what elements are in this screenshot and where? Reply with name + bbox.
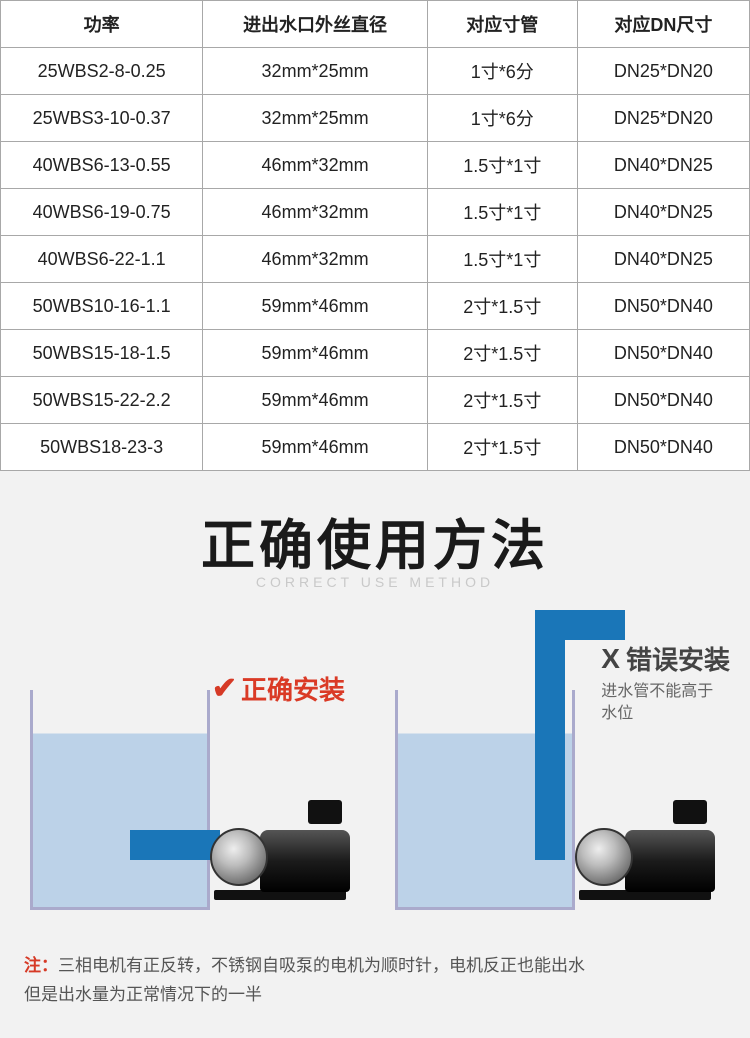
spec-table: 功率 进出水口外丝直径 对应寸管 对应DN尺寸 25WBS2-8-0.2532m… bbox=[0, 0, 750, 471]
pump-impeller-housing bbox=[575, 828, 633, 886]
table-row: 50WBS15-22-2.259mm*46mm2寸*1.5寸DN50*DN40 bbox=[1, 377, 750, 424]
note-label: 注： bbox=[24, 956, 58, 975]
table-cell: DN50*DN40 bbox=[577, 283, 749, 330]
pump-illustration bbox=[210, 810, 350, 900]
table-row: 40WBS6-13-0.5546mm*32mm1.5寸*1寸DN40*DN25 bbox=[1, 142, 750, 189]
table-cell: 1.5寸*1寸 bbox=[427, 142, 577, 189]
table-cell: 59mm*46mm bbox=[203, 377, 428, 424]
table-cell: 50WBS15-22-2.2 bbox=[1, 377, 203, 424]
table-cell: 2寸*1.5寸 bbox=[427, 424, 577, 471]
table-cell: 46mm*32mm bbox=[203, 236, 428, 283]
correct-caption: ✔ 正确安装 bbox=[212, 670, 345, 707]
col-header: 功率 bbox=[1, 1, 203, 48]
table-cell: 40WBS6-13-0.55 bbox=[1, 142, 203, 189]
table-cell: 25WBS3-10-0.37 bbox=[1, 95, 203, 142]
pump-junction-box bbox=[308, 800, 342, 824]
table-header-row: 功率 进出水口外丝直径 对应寸管 对应DN尺寸 bbox=[1, 1, 750, 48]
diagram-correct: ✔ 正确安装 bbox=[20, 630, 365, 910]
table-cell: 46mm*32mm bbox=[203, 189, 428, 236]
col-header: 对应DN尺寸 bbox=[577, 1, 749, 48]
table-row: 40WBS6-19-0.7546mm*32mm1.5寸*1寸DN40*DN25 bbox=[1, 189, 750, 236]
check-icon: ✔ bbox=[212, 671, 237, 706]
table-cell: 59mm*46mm bbox=[203, 283, 428, 330]
inlet-pipe-top bbox=[535, 610, 625, 640]
wrong-desc: 进水管不能高于 水位 bbox=[601, 681, 730, 726]
table-row: 50WBS18-23-359mm*46mm2寸*1.5寸DN50*DN40 bbox=[1, 424, 750, 471]
table-cell: 50WBS10-16-1.1 bbox=[1, 283, 203, 330]
pump-illustration bbox=[575, 810, 715, 900]
table-cell: DN40*DN25 bbox=[577, 142, 749, 189]
table-cell: 1.5寸*1寸 bbox=[427, 189, 577, 236]
col-header: 对应寸管 bbox=[427, 1, 577, 48]
table-cell: 2寸*1.5寸 bbox=[427, 330, 577, 377]
wrong-caption: X 错误安装 bbox=[601, 640, 730, 677]
wrong-label: 错误安装 bbox=[626, 640, 730, 677]
table-cell: 32mm*25mm bbox=[203, 48, 428, 95]
pump-impeller-housing bbox=[210, 828, 268, 886]
table-cell: DN25*DN20 bbox=[577, 48, 749, 95]
table-cell: 40WBS6-22-1.1 bbox=[1, 236, 203, 283]
wrong-caption-wrap: X 错误安装 进水管不能高于 水位 bbox=[601, 640, 730, 726]
x-icon: X bbox=[601, 643, 620, 675]
table-cell: 40WBS6-19-0.75 bbox=[1, 189, 203, 236]
water-tank bbox=[30, 690, 210, 910]
table-cell: 2寸*1.5寸 bbox=[427, 377, 577, 424]
table-cell: DN40*DN25 bbox=[577, 236, 749, 283]
table-cell: 1.5寸*1寸 bbox=[427, 236, 577, 283]
table-cell: 32mm*25mm bbox=[203, 95, 428, 142]
inlet-pipe bbox=[130, 830, 220, 860]
usage-note: 注：三相电机有正反转，不锈钢自吸泵的电机为顺时针，电机反正也能出水 但是出水量为… bbox=[0, 940, 750, 1018]
table-cell: DN40*DN25 bbox=[577, 189, 749, 236]
table-cell: 1寸*6分 bbox=[427, 95, 577, 142]
table-cell: 1寸*6分 bbox=[427, 48, 577, 95]
table-cell: DN50*DN40 bbox=[577, 424, 749, 471]
table-row: 50WBS15-18-1.559mm*46mm2寸*1.5寸DN50*DN40 bbox=[1, 330, 750, 377]
col-header: 进出水口外丝直径 bbox=[203, 1, 428, 48]
table-row: 40WBS6-22-1.146mm*32mm1.5寸*1寸DN40*DN25 bbox=[1, 236, 750, 283]
usage-title: 正确使用方法 bbox=[201, 501, 549, 580]
table-cell: DN25*DN20 bbox=[577, 95, 749, 142]
table-cell: 2寸*1.5寸 bbox=[427, 283, 577, 330]
table-row: 25WBS2-8-0.2532mm*25mm1寸*6分DN25*DN20 bbox=[1, 48, 750, 95]
pump-motor bbox=[260, 830, 350, 892]
pump-motor bbox=[625, 830, 715, 892]
table-cell: 59mm*46mm bbox=[203, 424, 428, 471]
usage-title-wrap: 正确使用方法 CORRECT USE METHOD bbox=[0, 501, 750, 590]
table-row: 25WBS3-10-0.3732mm*25mm1寸*6分DN25*DN20 bbox=[1, 95, 750, 142]
table-cell: 46mm*32mm bbox=[203, 142, 428, 189]
table-cell: 50WBS18-23-3 bbox=[1, 424, 203, 471]
table-cell: DN50*DN40 bbox=[577, 330, 749, 377]
table-cell: 50WBS15-18-1.5 bbox=[1, 330, 203, 377]
table-cell: 59mm*46mm bbox=[203, 330, 428, 377]
usage-section: 正确使用方法 CORRECT USE METHOD ✔ 正确安装 bbox=[0, 471, 750, 1038]
correct-label: 正确安装 bbox=[241, 670, 345, 707]
pump-junction-box bbox=[673, 800, 707, 824]
table-row: 50WBS10-16-1.159mm*46mm2寸*1.5寸DN50*DN40 bbox=[1, 283, 750, 330]
diagram-wrong: X 错误安装 进水管不能高于 水位 bbox=[385, 630, 730, 910]
table-cell: DN50*DN40 bbox=[577, 377, 749, 424]
inlet-pipe-vertical bbox=[535, 610, 565, 860]
diagram-row: ✔ 正确安装 X 错误安装 进水管不能高于 水位 bbox=[0, 630, 750, 940]
note-text: 三相电机有正反转，不锈钢自吸泵的电机为顺时针，电机反正也能出水 但是出水量为正常… bbox=[24, 956, 585, 1004]
table-cell: 25WBS2-8-0.25 bbox=[1, 48, 203, 95]
